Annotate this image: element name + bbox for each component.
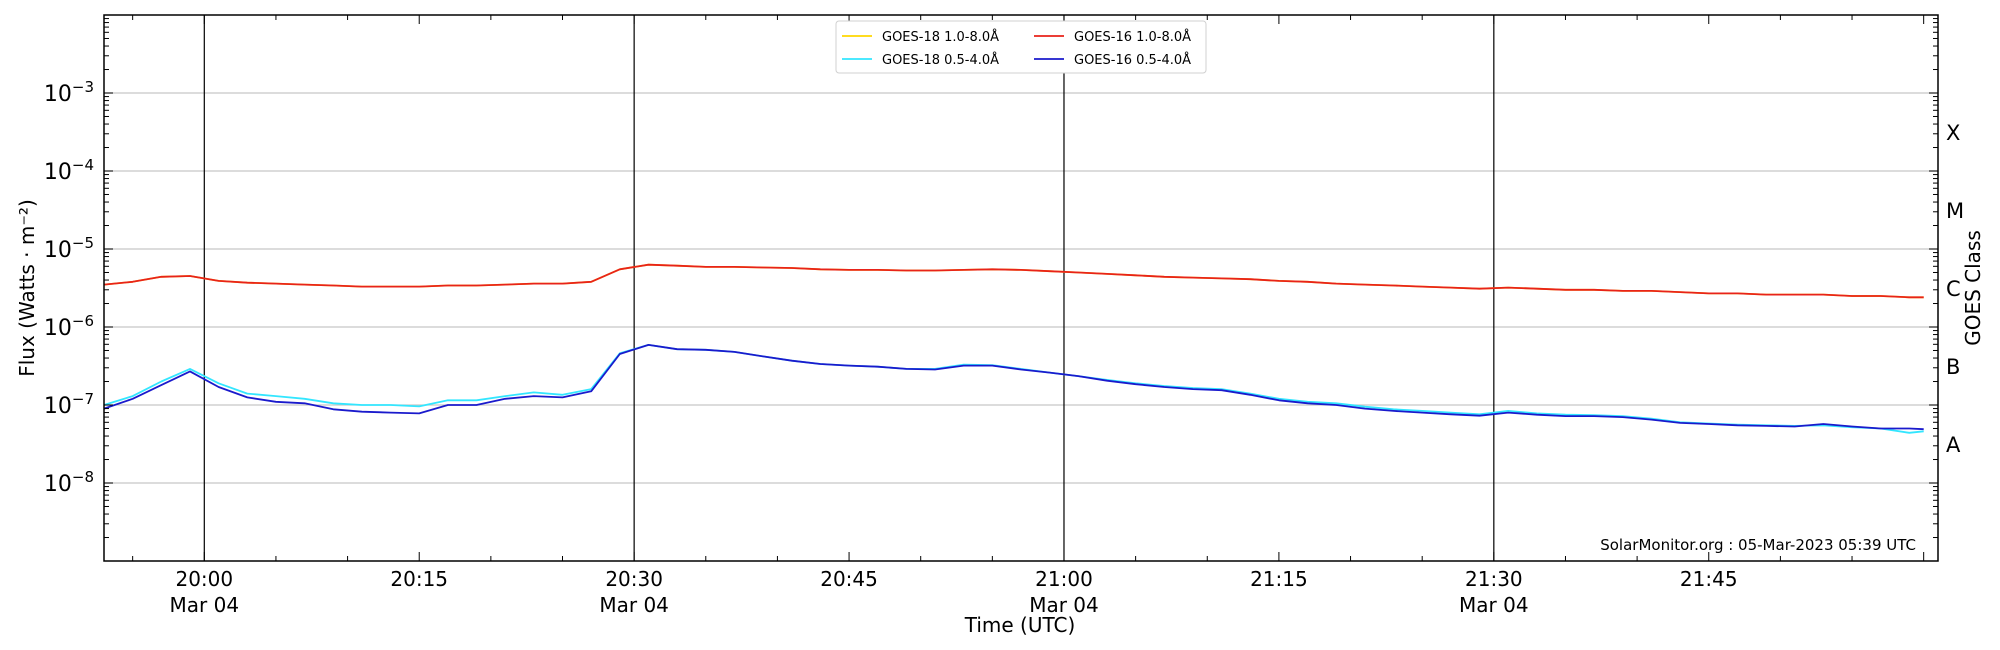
- x-tick-date-label: Mar 04: [170, 593, 240, 617]
- legend-label-1: GOES-18 1.0-8.0Å: [882, 29, 999, 45]
- x-tick-date-label: Mar 04: [599, 593, 669, 617]
- plot-frame: [103, 14, 1939, 562]
- annotation-text: SolarMonitor.org : 05-Mar-2023 05:39 UTC: [1600, 536, 1916, 554]
- goes-class-label-b: B: [1946, 355, 1960, 379]
- y-tick-label: 10−5: [44, 234, 94, 263]
- goes-class-label-c: C: [1946, 277, 1961, 301]
- legend-label-2: GOES-18 0.5-4.0Å: [882, 52, 999, 68]
- right-axis-label: GOES Class: [1961, 230, 1985, 346]
- x-axis-label: Time (UTC): [964, 613, 1076, 637]
- y-axis-label: Flux (Watts · m⁻²): [15, 199, 39, 377]
- x-tick-date-label: Mar 04: [1029, 593, 1099, 617]
- x-tick-label: 20:15: [390, 567, 448, 591]
- x-tick-date-label: Mar 04: [1459, 593, 1529, 617]
- x-tick-label: 21:00: [1035, 567, 1093, 591]
- legend-label-3: GOES-16 1.0-8.0Å: [1074, 29, 1191, 45]
- series-line-4: [103, 343, 1924, 431]
- legend-box: [835, 20, 1207, 74]
- x-tick-label: 20:30: [605, 567, 663, 591]
- goes-class-label-m: M: [1946, 199, 1964, 223]
- y-tick-label: 10−7: [44, 390, 94, 419]
- goes-class-label-x: X: [1946, 121, 1960, 145]
- x-tick-label: 21:45: [1680, 567, 1738, 591]
- x-tick-label: 20:45: [820, 567, 878, 591]
- series-line-3: [103, 263, 1924, 299]
- legend-label-4: GOES-16 0.5-4.0Å: [1074, 52, 1191, 68]
- series-lines: [103, 263, 1924, 434]
- x-tick-label: 21:15: [1250, 567, 1308, 591]
- goes-class-label-a: A: [1946, 433, 1961, 457]
- x-tick-label: 21:30: [1465, 567, 1523, 591]
- x-tick-label: 20:00: [175, 567, 233, 591]
- legend: GOES-18 1.0-8.0Å GOES-18 0.5-4.0Å GOES-16 …: [835, 20, 1207, 74]
